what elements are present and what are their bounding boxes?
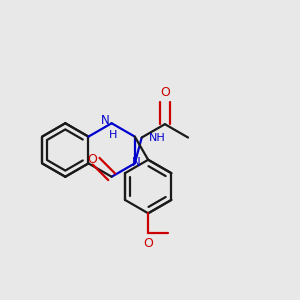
Text: NH: NH: [149, 134, 166, 143]
Text: O: O: [88, 153, 98, 166]
Text: N: N: [100, 114, 109, 128]
Text: O: O: [160, 86, 170, 99]
Text: O: O: [143, 237, 153, 250]
Text: N: N: [132, 156, 140, 169]
Text: H: H: [109, 130, 117, 140]
